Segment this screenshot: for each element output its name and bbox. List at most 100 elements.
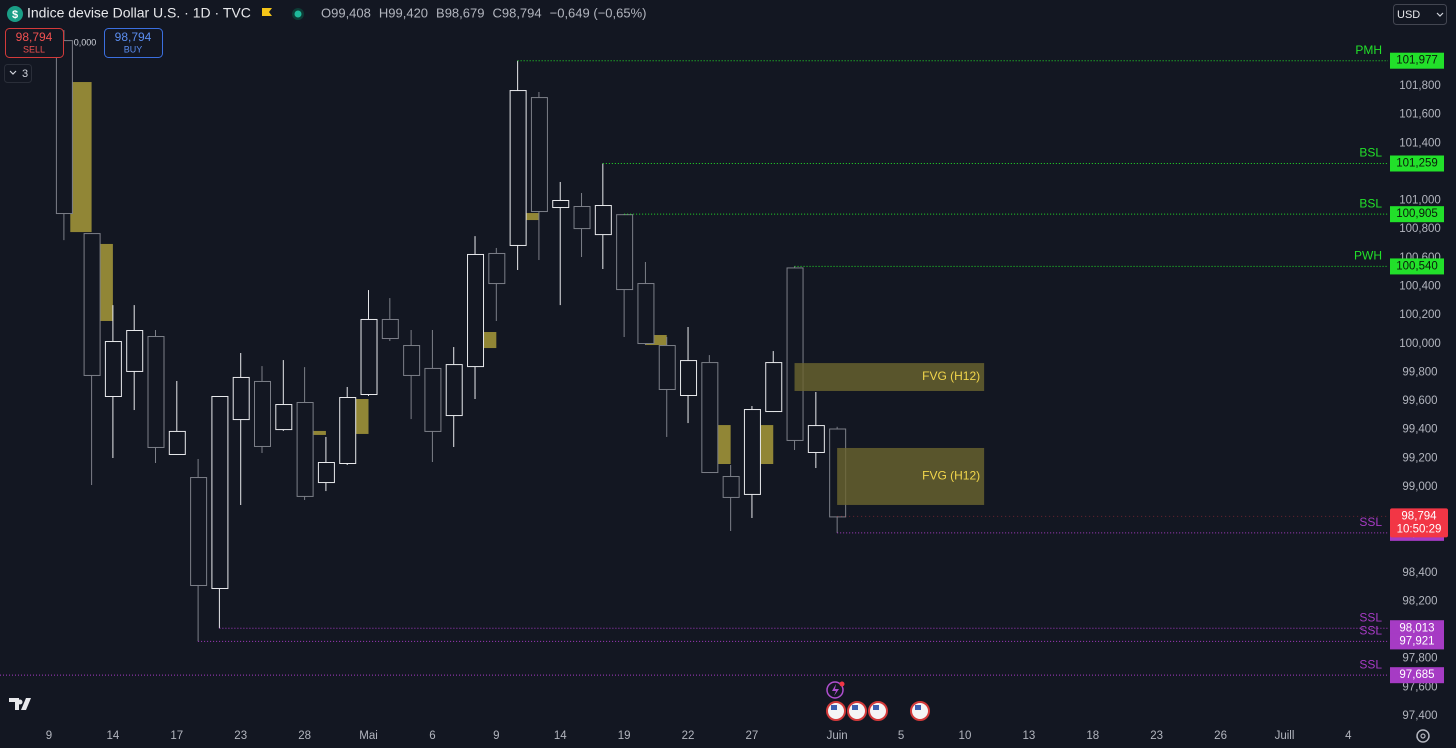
x-tick-label: 10 bbox=[959, 730, 972, 742]
fvg-label: FVG (H12) bbox=[922, 369, 980, 383]
symbol-logo[interactable] bbox=[7, 6, 23, 22]
spread: 0,000 bbox=[74, 37, 97, 47]
currency: USD bbox=[1397, 9, 1420, 21]
fvg-zone bbox=[794, 363, 985, 391]
flag-canton bbox=[915, 705, 921, 710]
candle-body bbox=[658, 345, 676, 390]
currency-select[interactable] bbox=[1393, 4, 1447, 25]
y-tick-label: 99,400 bbox=[1402, 424, 1437, 436]
y-tick-label: 101,000 bbox=[1399, 195, 1441, 207]
x-tick-label: 27 bbox=[746, 730, 759, 742]
candle-body bbox=[680, 360, 698, 397]
candle-body bbox=[168, 430, 186, 455]
highlight-body bbox=[645, 335, 667, 346]
level-name: SSL bbox=[1359, 624, 1382, 638]
sell-price: 98,794 bbox=[16, 30, 53, 44]
x-tick-label: 23 bbox=[234, 730, 247, 742]
x-tick-label: 13 bbox=[1022, 730, 1035, 742]
x-tick-label: 18 bbox=[1086, 730, 1099, 742]
flag-canton bbox=[852, 705, 858, 710]
candle-body bbox=[275, 404, 293, 431]
candle-body bbox=[573, 206, 591, 230]
candle-body bbox=[807, 425, 825, 453]
level-price-box bbox=[1390, 667, 1444, 684]
level-name: SSL bbox=[1359, 610, 1382, 624]
level-name: SSL bbox=[1359, 515, 1382, 529]
candle-body bbox=[594, 205, 612, 236]
highlight-body bbox=[304, 430, 326, 435]
buy-button[interactable] bbox=[104, 28, 163, 58]
us-flag-event[interactable] bbox=[826, 701, 846, 721]
logo-glyph: $ bbox=[12, 9, 18, 21]
y-tick-label: 100,200 bbox=[1399, 309, 1441, 321]
level-price-box bbox=[1390, 620, 1444, 637]
ohlc-value: C98,794 bbox=[492, 5, 541, 20]
ohlc-row: O99,408 H99,420 B98,679 C98,794 −0,649 (−0,6… bbox=[321, 5, 646, 20]
level-price-box bbox=[1390, 633, 1444, 650]
candle-body bbox=[403, 345, 421, 376]
level-name: BSL bbox=[1359, 146, 1382, 160]
event-flags bbox=[826, 701, 930, 721]
x-tick-label: 22 bbox=[682, 730, 695, 742]
us-flag-event[interactable] bbox=[847, 701, 867, 721]
sell-button[interactable] bbox=[5, 28, 64, 58]
level-price-box bbox=[1390, 206, 1444, 223]
y-tick-label: 101,800 bbox=[1399, 80, 1441, 92]
last-price-label: 98,794 bbox=[1401, 510, 1437, 522]
x-tick-label: 17 bbox=[170, 730, 183, 742]
candle-body bbox=[190, 477, 208, 586]
candle-body bbox=[232, 376, 250, 421]
level-price-label: 101,977 bbox=[1396, 55, 1438, 67]
symbol-title[interactable]: Indice devise Dollar U.S. · 1D · TVC bbox=[27, 5, 251, 21]
highlight-body bbox=[517, 213, 539, 221]
candle-body bbox=[104, 341, 122, 398]
candle-body bbox=[530, 97, 548, 213]
indicators-count: 3 bbox=[22, 68, 28, 80]
candle-body bbox=[254, 380, 272, 447]
flag-canton bbox=[873, 705, 879, 710]
candle-body bbox=[339, 397, 357, 465]
candle-body bbox=[381, 318, 399, 340]
candle-body bbox=[83, 233, 101, 376]
x-tick-label: Juill bbox=[1275, 730, 1295, 742]
candle-body bbox=[616, 214, 634, 291]
x-tick-label: 26 bbox=[1214, 730, 1227, 742]
indicators-toggle[interactable] bbox=[4, 64, 32, 83]
status-dot bbox=[294, 10, 302, 18]
y-tick-label: 100,800 bbox=[1399, 223, 1441, 235]
tv-logo-dot bbox=[17, 699, 23, 705]
last-price-box bbox=[1390, 508, 1448, 538]
level-name: SSL bbox=[1359, 657, 1382, 671]
us-flag-event[interactable] bbox=[868, 701, 888, 721]
y-tick-label: 100,000 bbox=[1399, 338, 1441, 350]
candle-body bbox=[147, 336, 165, 448]
flag-icon[interactable] bbox=[262, 8, 272, 16]
ohlc-value: O99,408 bbox=[321, 5, 371, 20]
x-tick-label: 5 bbox=[898, 730, 904, 742]
level-price-label: 101,259 bbox=[1396, 158, 1438, 170]
level-price-label: 98,013 bbox=[1399, 622, 1434, 634]
candle-body bbox=[765, 362, 783, 413]
settings-icon[interactable] bbox=[1416, 729, 1430, 743]
candle-body bbox=[722, 476, 740, 498]
level-name: PMH bbox=[1355, 43, 1382, 57]
level-name: BSL bbox=[1359, 196, 1382, 210]
y-tick-label: 101,600 bbox=[1399, 109, 1441, 121]
chevron-icon bbox=[1436, 12, 1444, 17]
candle-body bbox=[317, 462, 335, 484]
tv-logo[interactable] bbox=[9, 698, 31, 710]
x-tick-label: 6 bbox=[429, 730, 435, 742]
us-flag-event[interactable] bbox=[910, 701, 930, 721]
candle-body bbox=[55, 40, 73, 215]
candle-body bbox=[360, 318, 378, 395]
y-tick-label: 101,400 bbox=[1399, 137, 1441, 149]
ohlc-value: B98,679 bbox=[436, 5, 484, 20]
y-tick-label: 99,800 bbox=[1402, 366, 1437, 378]
lightning-glyph bbox=[832, 684, 839, 696]
sell-label: SELL bbox=[23, 44, 45, 54]
level-price-box bbox=[1390, 155, 1444, 172]
level-price-box bbox=[1390, 52, 1444, 69]
